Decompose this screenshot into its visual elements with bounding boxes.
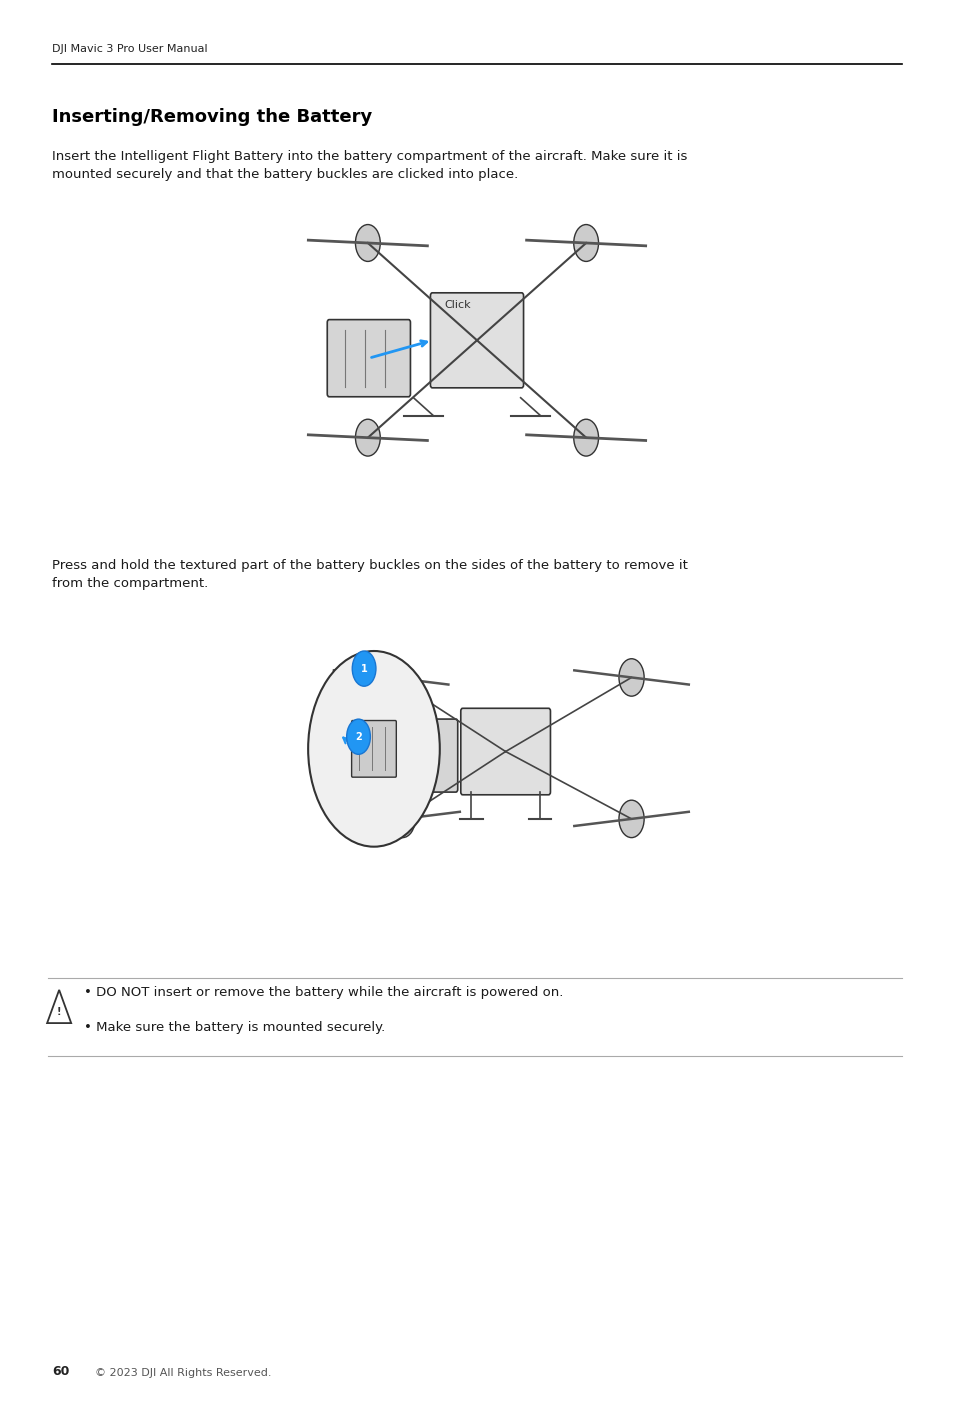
FancyBboxPatch shape xyxy=(430,292,523,387)
Text: DJI Mavic 3 Pro User Manual: DJI Mavic 3 Pro User Manual xyxy=(52,44,208,54)
Circle shape xyxy=(573,420,598,457)
Polygon shape xyxy=(47,990,71,1024)
Text: Press and hold the textured part of the battery buckles on the sides of the batt: Press and hold the textured part of the … xyxy=(52,559,688,590)
Text: 1: 1 xyxy=(360,664,367,674)
FancyBboxPatch shape xyxy=(327,319,410,397)
Text: • DO NOT insert or remove the battery while the aircraft is powered on.: • DO NOT insert or remove the battery wh… xyxy=(84,986,562,998)
Text: 60: 60 xyxy=(52,1366,70,1378)
Text: Inserting/Removing the Battery: Inserting/Removing the Battery xyxy=(52,108,373,126)
Circle shape xyxy=(573,224,598,261)
Circle shape xyxy=(355,420,380,457)
Text: !: ! xyxy=(57,1007,61,1017)
Text: 2: 2 xyxy=(355,732,361,742)
Text: • Make sure the battery is mounted securely.: • Make sure the battery is mounted secur… xyxy=(84,1021,385,1034)
FancyBboxPatch shape xyxy=(385,719,457,793)
Circle shape xyxy=(618,800,643,838)
Circle shape xyxy=(378,659,403,696)
Circle shape xyxy=(346,719,370,754)
Text: © 2023 DJI All Rights Reserved.: © 2023 DJI All Rights Reserved. xyxy=(95,1368,272,1378)
Circle shape xyxy=(390,800,415,838)
FancyBboxPatch shape xyxy=(460,709,550,794)
Circle shape xyxy=(308,651,439,847)
FancyBboxPatch shape xyxy=(352,720,395,777)
Circle shape xyxy=(352,651,375,686)
Text: Click: Click xyxy=(444,299,471,309)
Text: Insert the Intelligent Flight Battery into the battery compartment of the aircra: Insert the Intelligent Flight Battery in… xyxy=(52,150,687,182)
Circle shape xyxy=(618,659,643,696)
Circle shape xyxy=(355,224,380,261)
